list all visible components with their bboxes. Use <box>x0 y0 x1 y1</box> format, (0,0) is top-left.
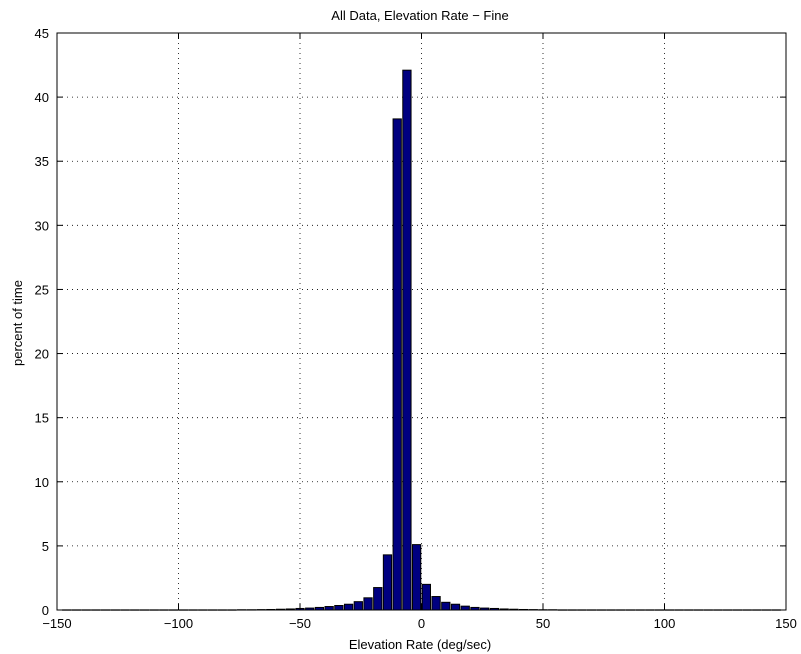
histogram-bar <box>450 603 461 611</box>
histogram-bar <box>324 606 334 611</box>
histogram-bar <box>353 601 363 611</box>
y-tick-label: 25 <box>35 282 49 297</box>
y-tick-label: 10 <box>35 475 49 490</box>
x-tick-label: −100 <box>164 616 193 631</box>
histogram-bar <box>392 118 402 611</box>
y-tick-label: 45 <box>35 26 49 41</box>
tick-labels: −150 −100 −50 0 50 100 150 0 5 10 15 20 25 30 35 40 45 <box>35 26 797 631</box>
y-tick-label: 20 <box>35 347 49 362</box>
histogram-bar <box>412 544 422 611</box>
y-tick-label: 0 <box>42 603 49 618</box>
x-tick-label: 0 <box>418 616 425 631</box>
x-tick-label: −150 <box>42 616 71 631</box>
grid-lines <box>57 33 786 610</box>
chart-title: All Data, Elevation Rate − Fine <box>331 8 508 23</box>
histogram-bar <box>334 605 344 611</box>
x-tick-label: 100 <box>654 616 676 631</box>
histogram-bar <box>421 583 431 611</box>
histogram-bar <box>373 587 383 611</box>
x-tick-label: −50 <box>289 616 311 631</box>
x-axis-title: Elevation Rate (deg/sec) <box>349 637 491 652</box>
y-tick-label: 5 <box>42 539 49 554</box>
histogram-bar <box>363 597 373 611</box>
y-tick-label: 40 <box>35 90 49 105</box>
histogram-bar <box>460 605 470 611</box>
x-tick-label: 50 <box>536 616 550 631</box>
histogram-bar <box>343 603 354 611</box>
y-tick-label: 15 <box>35 411 49 426</box>
histogram-bar <box>431 596 441 611</box>
histogram-bar <box>441 601 451 611</box>
histogram-bar <box>382 554 393 611</box>
histogram-bar <box>402 69 412 611</box>
y-tick-label: 30 <box>35 218 49 233</box>
y-axis-title: percent of time <box>10 280 25 366</box>
x-tick-label: 150 <box>775 616 797 631</box>
axis-ticks <box>56 32 787 611</box>
y-tick-label: 35 <box>35 154 49 169</box>
